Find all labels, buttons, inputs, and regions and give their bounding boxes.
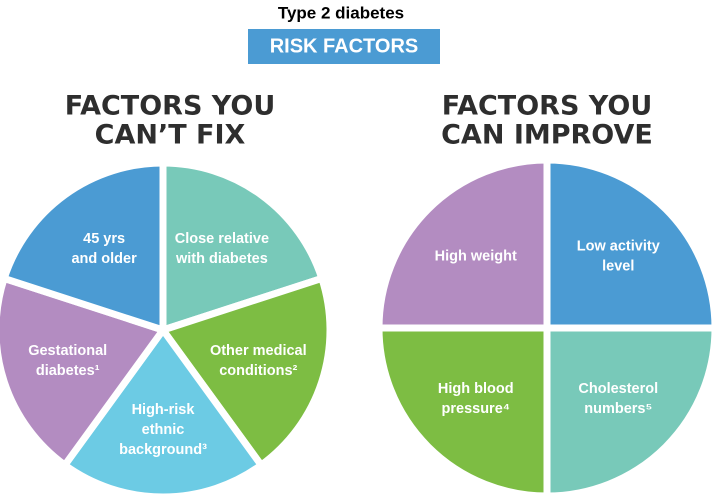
pie-slice [375,156,551,332]
slice-label: Gestational [28,343,107,359]
slice-label: 45 yrs [83,231,125,247]
pie-slice [0,274,167,469]
badge: RISK FACTORS [270,35,419,57]
slice-label: numbers⁵ [584,401,652,417]
pie-slice [375,324,551,500]
slice-label: ethnic [142,422,185,438]
slice-label: pressure⁴ [442,401,510,417]
panel-heading: FACTORS YOU [65,91,276,122]
slice-label: High weight [435,249,517,265]
pie-slice [543,324,716,500]
slice-label: with diabetes [175,251,268,267]
slice-label: Close relative [175,231,269,247]
pie-slice [61,326,265,501]
title: Type 2 diabetes [278,3,404,22]
slice-label: background³ [119,442,207,458]
slice-label: High blood [438,381,514,397]
slice-label: diabetes¹ [36,363,100,379]
slice-label: Cholesterol [578,381,658,397]
slice-label: Low activity [577,239,660,255]
panel-heading: CAN IMPROVE [441,120,653,151]
pie-slice [0,159,167,334]
pie-slice [159,274,334,469]
panel-heading: FACTORS YOU [442,91,653,122]
slice-label: Other medical [210,343,307,359]
slice-label: conditions² [219,363,297,379]
slice-label: High-risk [132,402,196,418]
badge-box [248,29,440,64]
slice-label: level [602,259,634,275]
slice-label: and older [71,251,137,267]
pie-slice [543,156,716,332]
panel-heading: CAN’T FIX [95,120,246,151]
